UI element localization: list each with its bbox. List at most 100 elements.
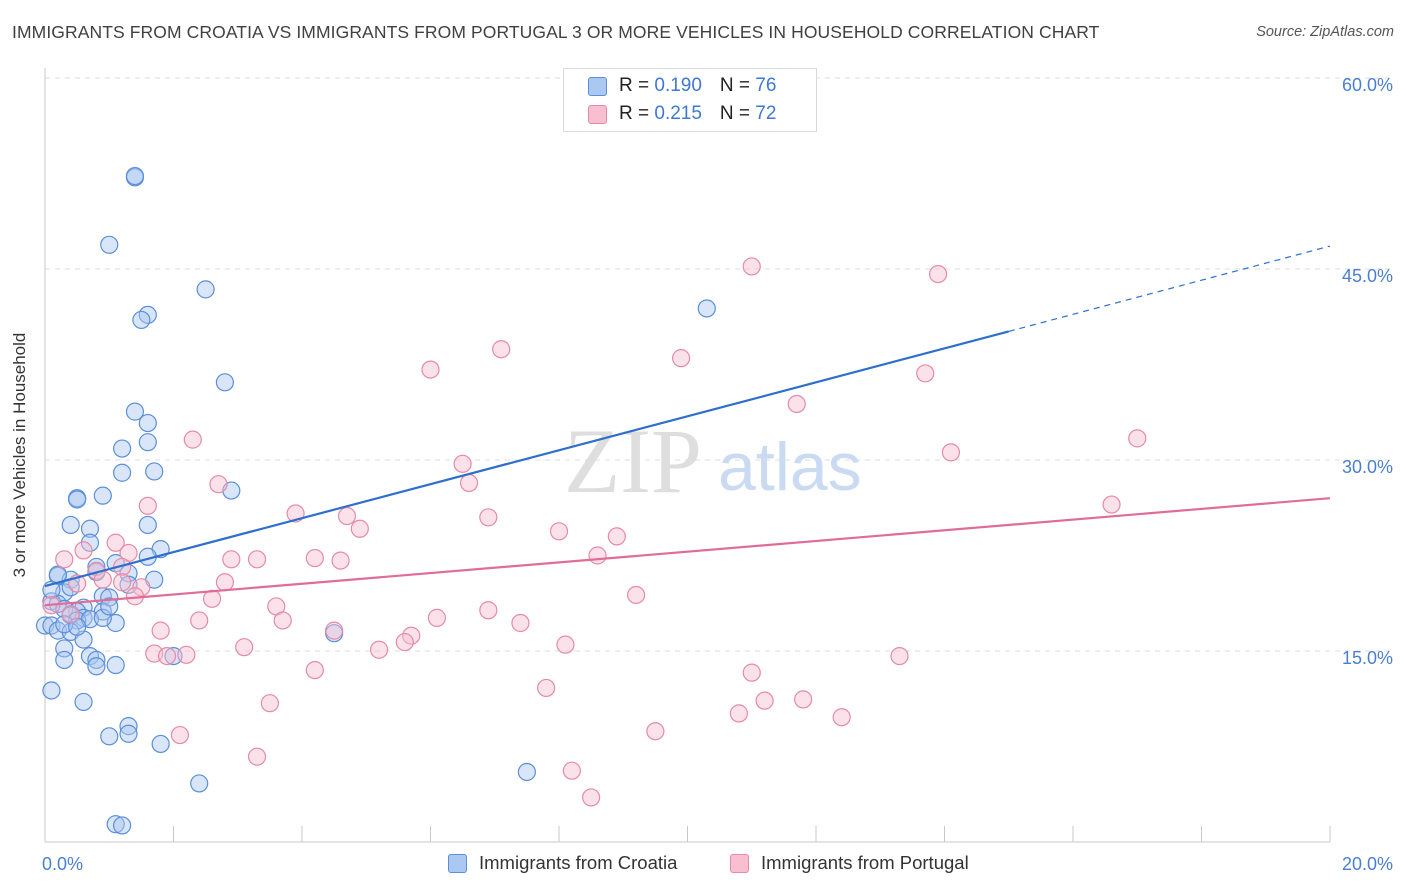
croatia-point-65 [190, 774, 209, 793]
portugal-point-11 [459, 473, 479, 493]
portugal-point-3 [671, 349, 691, 368]
portugal-point-51 [556, 635, 575, 654]
portugal-r-label: R = [619, 103, 655, 124]
portugal-point-62 [260, 694, 279, 713]
croatia-point-63 [151, 734, 170, 754]
croatia-point-12 [145, 462, 164, 481]
portugal-point-8 [183, 430, 202, 449]
portugal-point-66 [170, 725, 190, 745]
portugal-point-28 [331, 551, 350, 570]
portugal-point-59 [537, 678, 556, 698]
legend-item-croatia[interactable]: Immigrants from Croatia [448, 852, 677, 874]
croatia-point-1 [125, 166, 145, 186]
croatia-point-7 [215, 373, 234, 392]
portugal-point-57 [305, 660, 324, 680]
trend-lines [44, 245, 1331, 607]
watermark-atlas: atlas [718, 429, 862, 505]
portugal-point-29 [588, 546, 607, 565]
portugal-point-2 [492, 340, 511, 359]
croatia-point-5 [132, 310, 151, 330]
portugal-point-44 [273, 611, 292, 630]
croatia-trend-extension [1008, 245, 1331, 332]
portugal-point-13 [138, 496, 157, 515]
portugal-point-69 [582, 788, 601, 807]
portugal-point-6 [787, 394, 806, 414]
croatia-point-19 [61, 515, 80, 535]
chart-title: IMMIGRANTS FROM CROATIA VS IMMIGRANTS FR… [12, 22, 1100, 42]
y-tick-label-2: 45.0% [1342, 266, 1393, 286]
portugal-legend-label: Immigrants from Portugal [761, 852, 969, 873]
croatia-point-56 [87, 657, 106, 676]
portugal-point-55 [177, 645, 196, 664]
portugal-point-47 [151, 621, 170, 640]
x-tick-label-min: 0.0% [42, 854, 83, 874]
legend-row-croatia: R = 0.190 N = 76 [588, 75, 776, 97]
portugal-point-26 [222, 550, 241, 569]
portugal-point-12 [209, 475, 228, 494]
y-tick-label-0: 15.0% [1342, 648, 1393, 668]
croatia-point-60 [119, 717, 138, 736]
croatia-point-18 [138, 515, 157, 535]
croatia-point-11 [112, 439, 132, 458]
portugal-point-27 [305, 548, 324, 568]
series-portugal-points [42, 257, 1147, 807]
portugal-point-14 [1102, 495, 1121, 514]
portugal-point-46 [511, 613, 530, 633]
portugal-point-53 [370, 640, 389, 659]
watermark-zip: ZIP [564, 410, 702, 512]
croatia-point-58 [42, 681, 61, 700]
croatia-point-55 [55, 650, 74, 670]
series-legend: Immigrants from Croatia Immigrants from … [0, 852, 1406, 876]
y-tick-label-1: 30.0% [1342, 457, 1393, 477]
croatia-point-17 [68, 490, 87, 509]
stats-legend: R = 0.190 N = 76 R = 0.215 N = 72 [563, 68, 817, 132]
axes [44, 68, 1331, 843]
croatia-n-value: 76 [755, 75, 777, 96]
portugal-point-58 [742, 663, 761, 682]
portugal-point-45 [427, 608, 447, 627]
portugal-point-71 [157, 646, 177, 666]
portugal-point-20 [350, 519, 369, 538]
croatia-point-62 [100, 727, 119, 746]
portugal-point-0 [742, 257, 761, 276]
portugal-point-61 [794, 690, 813, 709]
portugal-point-24 [55, 550, 74, 569]
legend-item-portugal[interactable]: Immigrants from Portugal [730, 852, 969, 874]
watermark: ZIP atlas [564, 410, 862, 512]
croatia-point-71 [93, 608, 112, 627]
portugal-point-56 [890, 646, 909, 666]
portugal-point-4 [421, 360, 440, 379]
croatia-point-13 [112, 463, 132, 482]
portugal-point-19 [607, 527, 626, 546]
portugal-point-16 [337, 506, 357, 526]
portugal-point-18 [549, 522, 569, 541]
source-label: Source: ZipAtlas.com [1256, 24, 1394, 40]
croatia-r-value: 0.190 [654, 75, 702, 96]
croatia-point-59 [74, 692, 93, 712]
portugal-point-1 [928, 264, 948, 284]
portugal-point-42 [479, 601, 498, 620]
croatia-point-10 [138, 433, 157, 452]
portugal-point-25 [247, 550, 267, 569]
portugal-legend-swatch [730, 853, 749, 873]
portugal-point-60 [755, 691, 774, 710]
portugal-point-67 [247, 747, 267, 766]
portugal-point-64 [832, 708, 851, 727]
portugal-point-35 [132, 578, 151, 597]
croatia-trend-line [44, 330, 1010, 588]
croatia-point-8 [125, 402, 145, 421]
portugal-swatch [588, 104, 607, 124]
croatia-point-64 [517, 762, 536, 782]
portugal-point-68 [562, 761, 581, 780]
portugal-point-22 [74, 541, 93, 560]
croatia-r-label: R = [619, 75, 655, 96]
croatia-point-67 [112, 816, 132, 835]
x-tick-label-max: 20.0% [1342, 854, 1393, 874]
croatia-point-15 [93, 486, 112, 505]
portugal-point-52 [235, 638, 254, 657]
portugal-n-label: N = [719, 103, 756, 124]
portugal-point-21 [106, 533, 125, 552]
y-tick-label-3: 60.0% [1342, 75, 1393, 95]
portugal-r-value: 0.215 [654, 103, 702, 124]
